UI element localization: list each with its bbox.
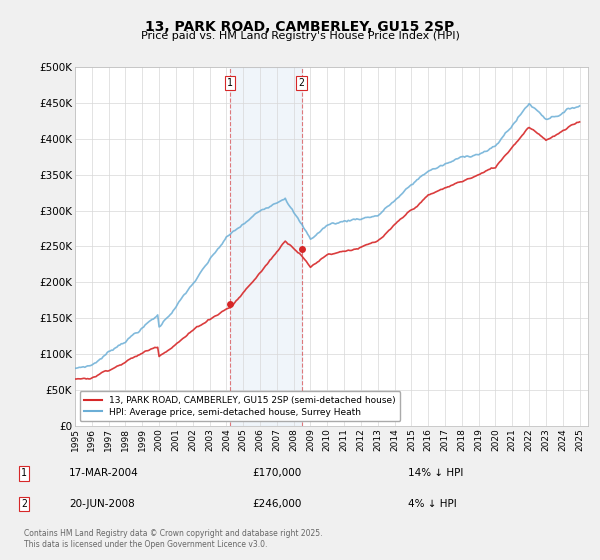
Text: £246,000: £246,000 bbox=[252, 499, 301, 509]
Text: 2: 2 bbox=[299, 78, 304, 88]
Text: Price paid vs. HM Land Registry's House Price Index (HPI): Price paid vs. HM Land Registry's House … bbox=[140, 31, 460, 41]
Text: 1: 1 bbox=[21, 468, 27, 478]
Text: 4% ↓ HPI: 4% ↓ HPI bbox=[408, 499, 457, 509]
Legend: 13, PARK ROAD, CAMBERLEY, GU15 2SP (semi-detached house), HPI: Average price, se: 13, PARK ROAD, CAMBERLEY, GU15 2SP (semi… bbox=[80, 391, 400, 421]
Text: 20-JUN-2008: 20-JUN-2008 bbox=[69, 499, 135, 509]
Text: 13, PARK ROAD, CAMBERLEY, GU15 2SP: 13, PARK ROAD, CAMBERLEY, GU15 2SP bbox=[145, 20, 455, 34]
Text: 1: 1 bbox=[227, 78, 233, 88]
Text: Contains HM Land Registry data © Crown copyright and database right 2025.
This d: Contains HM Land Registry data © Crown c… bbox=[24, 529, 323, 549]
Bar bbox=[230, 67, 302, 426]
Text: £170,000: £170,000 bbox=[252, 468, 301, 478]
Text: 2: 2 bbox=[21, 499, 27, 509]
Text: 14% ↓ HPI: 14% ↓ HPI bbox=[408, 468, 463, 478]
Text: 17-MAR-2004: 17-MAR-2004 bbox=[69, 468, 139, 478]
